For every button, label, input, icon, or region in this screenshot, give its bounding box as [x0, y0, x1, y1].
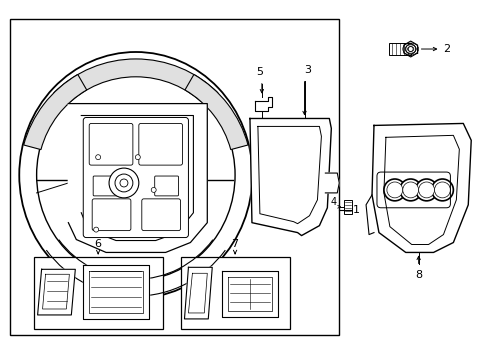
Wedge shape [24, 75, 87, 150]
Circle shape [96, 155, 100, 159]
Polygon shape [250, 118, 331, 235]
Text: 7: 7 [231, 239, 239, 249]
FancyBboxPatch shape [155, 176, 178, 196]
Polygon shape [384, 135, 459, 244]
Bar [344, 200, 352, 214]
Bar [34, 257, 163, 329]
Text: 1: 1 [353, 205, 360, 215]
Ellipse shape [109, 168, 139, 198]
Text: 6: 6 [95, 239, 101, 249]
Ellipse shape [408, 46, 413, 51]
Ellipse shape [120, 179, 128, 187]
Polygon shape [372, 123, 471, 252]
Circle shape [403, 182, 418, 198]
Polygon shape [69, 104, 207, 252]
Circle shape [432, 179, 453, 201]
Circle shape [387, 182, 403, 198]
Polygon shape [325, 173, 339, 193]
FancyBboxPatch shape [83, 117, 189, 238]
Circle shape [416, 179, 438, 201]
Bar [389, 43, 411, 55]
Circle shape [151, 188, 156, 192]
Polygon shape [222, 271, 278, 317]
Circle shape [400, 179, 421, 201]
Wedge shape [185, 75, 248, 150]
Polygon shape [81, 116, 194, 240]
Ellipse shape [115, 174, 133, 192]
Text: 2: 2 [443, 44, 451, 54]
FancyBboxPatch shape [89, 123, 133, 165]
Text: 4: 4 [330, 197, 336, 207]
Text: 3: 3 [304, 65, 311, 75]
Ellipse shape [19, 52, 252, 298]
FancyBboxPatch shape [92, 199, 131, 231]
Polygon shape [184, 267, 212, 319]
Polygon shape [83, 265, 149, 319]
Ellipse shape [406, 44, 416, 54]
Wedge shape [54, 59, 218, 105]
Ellipse shape [37, 70, 235, 280]
Polygon shape [258, 126, 321, 224]
Circle shape [94, 227, 98, 232]
FancyBboxPatch shape [139, 123, 182, 165]
Circle shape [135, 155, 140, 159]
FancyBboxPatch shape [93, 176, 117, 196]
FancyBboxPatch shape [142, 199, 180, 231]
Circle shape [418, 182, 435, 198]
Circle shape [435, 182, 450, 198]
Circle shape [384, 179, 406, 201]
Polygon shape [255, 96, 272, 111]
Bar [10, 19, 339, 335]
Polygon shape [38, 269, 75, 315]
Bar [180, 257, 290, 329]
Text: 8: 8 [415, 270, 422, 280]
Text: 5: 5 [256, 67, 264, 77]
